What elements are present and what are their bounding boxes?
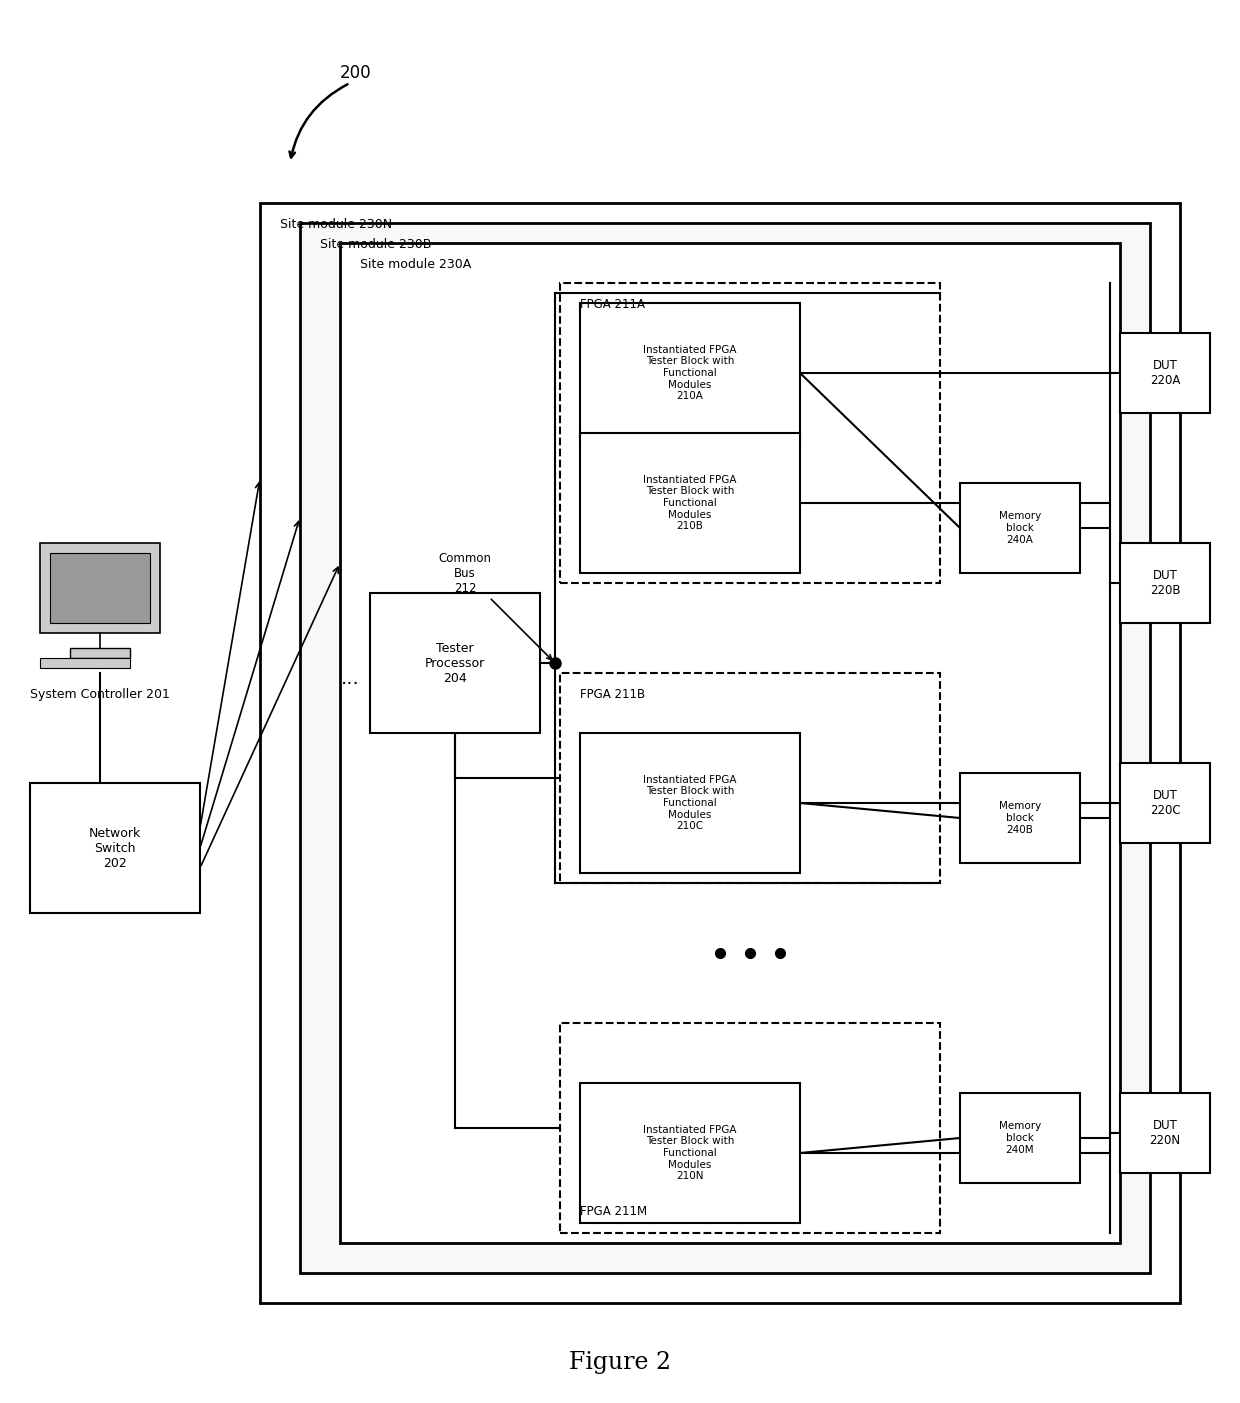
FancyBboxPatch shape [560,1023,940,1233]
Text: Instantiated FPGA
Tester Block with
Functional
Modules
210N: Instantiated FPGA Tester Block with Func… [644,1125,737,1181]
Text: Common
Bus
212: Common Bus 212 [439,551,552,659]
Text: 200: 200 [340,65,372,81]
Text: Site module 230B: Site module 230B [320,239,432,251]
FancyBboxPatch shape [1120,1093,1210,1173]
FancyBboxPatch shape [560,283,940,584]
Text: Memory
block
240B: Memory block 240B [999,801,1042,835]
FancyBboxPatch shape [1120,763,1210,843]
FancyBboxPatch shape [340,243,1120,1243]
Text: Instantiated FPGA
Tester Block with
Functional
Modules
210A: Instantiated FPGA Tester Block with Func… [644,345,737,401]
FancyBboxPatch shape [960,1093,1080,1183]
Text: DUT
220A: DUT 220A [1149,359,1180,387]
FancyBboxPatch shape [300,223,1149,1273]
Text: Instantiated FPGA
Tester Block with
Functional
Modules
210B: Instantiated FPGA Tester Block with Func… [644,474,737,532]
FancyBboxPatch shape [370,593,539,732]
Text: Memory
block
240A: Memory block 240A [999,512,1042,544]
FancyBboxPatch shape [30,783,200,913]
Text: DUT
220B: DUT 220B [1149,570,1180,598]
FancyBboxPatch shape [580,434,800,572]
FancyBboxPatch shape [960,773,1080,863]
Text: ...: ... [341,668,360,687]
Text: Instantiated FPGA
Tester Block with
Functional
Modules
210C: Instantiated FPGA Tester Block with Func… [644,774,737,831]
FancyBboxPatch shape [560,673,940,882]
FancyBboxPatch shape [69,648,130,658]
Text: DUT
220N: DUT 220N [1149,1120,1180,1148]
FancyBboxPatch shape [580,1083,800,1223]
FancyBboxPatch shape [1120,333,1210,412]
FancyBboxPatch shape [40,658,130,668]
Text: Site module 230A: Site module 230A [360,258,471,271]
Text: Tester
Processor
204: Tester Processor 204 [425,641,485,685]
Text: FPGA 211A: FPGA 211A [580,297,645,311]
FancyBboxPatch shape [960,483,1080,572]
Text: Site module 230N: Site module 230N [280,217,392,231]
Text: Figure 2: Figure 2 [569,1351,671,1375]
FancyBboxPatch shape [50,553,150,623]
Text: System Controller 201: System Controller 201 [30,687,170,702]
FancyBboxPatch shape [40,543,160,633]
Text: DUT
220C: DUT 220C [1149,788,1180,817]
Text: Network
Switch
202: Network Switch 202 [89,826,141,870]
Text: Memory
block
240M: Memory block 240M [999,1121,1042,1155]
FancyBboxPatch shape [580,732,800,873]
Text: FPGA 211B: FPGA 211B [580,687,645,702]
FancyBboxPatch shape [260,203,1180,1303]
FancyBboxPatch shape [580,303,800,443]
FancyBboxPatch shape [1120,543,1210,623]
Text: FPGA 211M: FPGA 211M [580,1205,647,1218]
